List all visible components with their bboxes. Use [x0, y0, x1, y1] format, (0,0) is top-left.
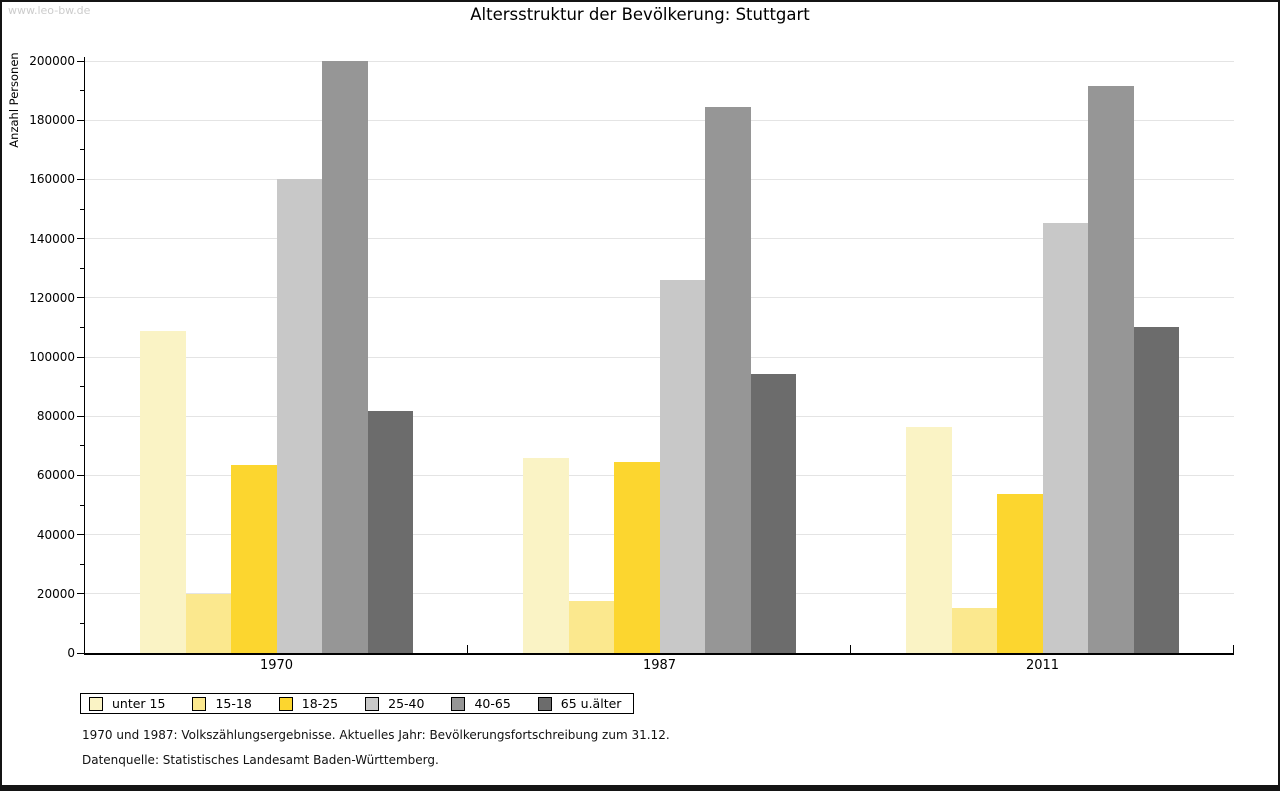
y-minor-tick: [80, 622, 84, 624]
bar-40-65: [1088, 86, 1134, 653]
watermark: www.leo-bw.de: [8, 4, 91, 17]
y-tick-label: 100000: [29, 350, 75, 364]
bar-15-18: [185, 593, 231, 653]
y-minor-tick: [80, 208, 84, 210]
y-major-tick: [77, 238, 84, 240]
bar-18-25: [997, 493, 1043, 653]
legend-label: 18-25: [301, 696, 339, 711]
gridline: [85, 238, 1234, 240]
legend: unter 15 15-18 18-25 25-40 40-65 65 u.älter: [80, 693, 635, 714]
y-minor-tick: [80, 563, 84, 565]
y-minor-tick: [80, 267, 84, 269]
bar-unter-15: [140, 330, 186, 653]
x-tick: [850, 645, 851, 653]
bar-65-u-lter: [367, 410, 413, 653]
bar-15-18: [568, 600, 614, 653]
bar-18-25: [231, 464, 277, 653]
bar-65-u-lter: [1133, 327, 1179, 653]
footnote-1: 1970 und 1987: Volkszählungsergebnisse. …: [82, 728, 670, 742]
legend-label: 40-65: [474, 696, 511, 711]
y-major-tick: [77, 593, 84, 595]
y-tick-label: 200000: [29, 54, 75, 68]
y-tick-label: 160000: [29, 172, 75, 187]
y-major-tick: [77, 534, 84, 536]
legend-label: 25-40: [388, 696, 425, 711]
y-tick-label: 0: [67, 646, 75, 660]
y-tick-label: 60000: [36, 468, 75, 483]
x-tick: [467, 645, 468, 653]
y-tick-label: 40000: [36, 527, 75, 542]
bar-25-40: [659, 280, 705, 653]
y-major-tick: [77, 415, 84, 417]
y-tick-label: 140000: [29, 231, 75, 246]
legend-label: unter 15: [112, 696, 166, 711]
legend-swatch-25-40: [365, 696, 380, 711]
legend-swatch-15-18: [192, 696, 207, 711]
bar-18-25: [614, 461, 660, 653]
y-major-tick: [77, 356, 84, 358]
bar-65-u-lter: [750, 374, 796, 653]
legend-item-unter-15: unter 15: [89, 696, 165, 711]
bar-25-40: [1042, 222, 1088, 653]
bar-40-65: [322, 61, 368, 653]
y-minor-tick: [80, 386, 84, 388]
bar-unter-15: [906, 426, 952, 653]
legend-swatch-40-65: [451, 696, 466, 711]
chart-title: Altersstruktur der Bevölkerung: Stuttgar…: [470, 5, 810, 24]
y-major-tick: [77, 474, 84, 476]
legend-label: 15-18: [215, 696, 252, 711]
legend-item-25-40: 25-40: [365, 696, 424, 711]
legend-item-65-u-lter: 65 u.älter: [537, 696, 622, 711]
y-major-tick: [77, 178, 84, 180]
x-category-label: 1987: [642, 658, 677, 673]
gridline: [85, 119, 1234, 121]
y-minor-tick: [80, 90, 84, 92]
legend-item-40-65: 40-65: [451, 696, 511, 711]
legend-item-15-18: 15-18: [192, 696, 252, 711]
legend-swatch-65-u-lter: [537, 696, 552, 711]
x-category-label: 2011: [1025, 658, 1060, 673]
x-category-label: 1970: [259, 658, 294, 673]
y-minor-tick: [80, 445, 84, 447]
legend-label: 65 u.älter: [560, 696, 622, 711]
y-major-tick: [77, 652, 84, 654]
y-minor-tick: [80, 504, 84, 506]
legend-item-18-25: 18-25: [278, 696, 339, 711]
gridline: [85, 60, 1234, 62]
y-tick-label: 20000: [36, 586, 75, 601]
y-minor-tick: [80, 326, 84, 328]
bar-unter-15: [523, 457, 569, 653]
legend-swatch-18-25: [278, 696, 293, 711]
bar-25-40: [276, 179, 322, 653]
plot-area: 0 20000 40000 60000 80000 100000 120000 140000 1…: [29, 54, 1234, 673]
bar-40-65: [705, 107, 751, 653]
y-tick-label: 180000: [29, 113, 75, 128]
footnote-2: Datenquelle: Statistisches Landesamt Bad…: [82, 753, 439, 767]
gridline: [85, 178, 1234, 180]
x-tick: [1233, 645, 1234, 653]
y-tick-label: 80000: [36, 409, 75, 424]
y-tick-label: 120000: [29, 290, 75, 305]
bar-15-18: [951, 608, 997, 653]
y-major-tick: [77, 297, 84, 299]
y-minor-tick: [80, 149, 84, 151]
y-major-tick: [77, 60, 84, 62]
y-major-tick: [77, 119, 84, 121]
legend-swatch-unter-15: [89, 696, 103, 711]
